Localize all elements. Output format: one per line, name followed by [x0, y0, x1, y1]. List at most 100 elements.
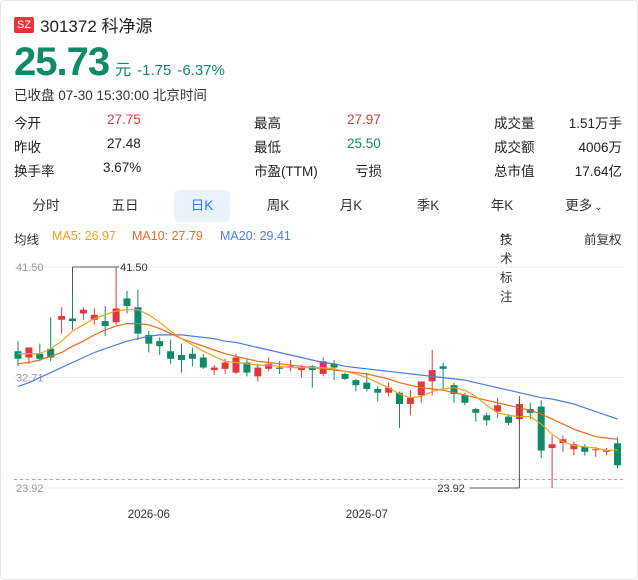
tab-monthly-k[interactable]: 月K: [339, 198, 363, 213]
candle-body: [406, 397, 414, 405]
stats-row: 换手率 3.67% 市盈(TTM) 亏损 总市值 17.64亿: [14, 160, 624, 184]
candle-body: [417, 381, 425, 396]
ma10-value: MA10: 27.79: [132, 229, 203, 243]
tab-five-day[interactable]: 五日: [111, 198, 139, 213]
candle-body: [297, 367, 305, 371]
candle-body: [526, 409, 534, 413]
stock-header: SZ 301372 科净源: [14, 12, 153, 37]
candle-body: [592, 449, 600, 451]
tab-quarterly-k[interactable]: 季K: [416, 198, 440, 213]
stat-value: 17.64亿: [574, 164, 622, 179]
candle-body: [483, 415, 491, 421]
candle-body: [178, 354, 185, 361]
stats-grid: 今开 27.75 最高 27.97 成交量 1.51万手 昨收 27.48 最低…: [14, 112, 624, 184]
candle-body: [603, 450, 611, 452]
ma5-value: MA5: 26.97: [52, 229, 116, 243]
candle-body: [363, 382, 371, 389]
candle-body: [330, 363, 338, 368]
ma20-value: MA20: 29.41: [220, 229, 291, 243]
candle-body: [352, 380, 360, 386]
stat-label: 最高: [254, 116, 281, 131]
candle-body: [450, 385, 458, 394]
tab-yearly-k[interactable]: 年K: [490, 198, 514, 213]
candle-body: [396, 392, 403, 405]
ma10-line: [17, 323, 618, 440]
candle-body: [243, 362, 251, 373]
stat-value: 4006万: [578, 140, 622, 155]
tab-daily-k[interactable]: 日K: [174, 190, 230, 222]
ma-title: 均线: [14, 233, 40, 247]
exchange-badge: SZ: [14, 16, 35, 33]
candle-body: [287, 366, 294, 368]
price-unit: 元: [115, 62, 132, 79]
price-row: 25.73 元 -1.75 -6.37%: [14, 40, 225, 85]
candle-body: [90, 314, 98, 320]
candle-body: [25, 347, 33, 358]
candle-body: [254, 367, 262, 377]
stat-label: 市盈(TTM): [254, 164, 318, 179]
candle-body: [232, 357, 240, 373]
stats-row: 昨收 27.48 最低 25.50 成交额 4006万: [14, 136, 624, 160]
stat-label: 昨收: [14, 140, 41, 155]
candle-body: [69, 318, 76, 322]
ma5-line: [18, 309, 618, 452]
tool-icon: ∾: [500, 230, 510, 242]
candle-body: [428, 370, 436, 382]
market-status: 已收盘 07-30 15:30:00 北京时间: [14, 88, 207, 103]
candle-body: [439, 366, 447, 369]
y-tick-label: 41.50: [16, 262, 44, 274]
tab-weekly-k[interactable]: 周K: [266, 198, 290, 213]
tab-more[interactable]: 更多 ⌄: [554, 190, 614, 222]
x-tick-label: 2026-06: [128, 509, 170, 521]
tab-more-label: 更多: [565, 198, 593, 213]
stat-label: 成交量: [494, 116, 535, 131]
candle-body: [374, 388, 382, 393]
stat-label: 今开: [14, 116, 41, 131]
current-price: 25.73: [14, 40, 110, 84]
y-tick-label: 32.71: [16, 373, 44, 385]
candle-body: [199, 357, 207, 368]
stat-value: 25.50: [347, 136, 381, 151]
candle-body: [188, 353, 196, 359]
annotation-label: 23.92: [437, 483, 465, 495]
stat-value: 27.75: [107, 112, 141, 127]
stats-row: 今开 27.75 最高 27.97 成交量 1.51万手: [14, 112, 624, 136]
candle-body: [472, 409, 480, 413]
candle-body: [537, 406, 545, 451]
stat-value: 1.51万手: [568, 116, 622, 131]
stat-label: 换手率: [14, 164, 55, 179]
candle-body: [210, 367, 218, 371]
annotation-label: 41.50: [120, 262, 148, 274]
tech-annotation-label: 技术标注: [500, 233, 513, 304]
candle-body: [156, 341, 164, 347]
candle-body: [14, 351, 22, 359]
price-change: -1.75: [137, 62, 172, 79]
chevron-down-icon: ⌄: [594, 202, 603, 213]
candle-body: [548, 444, 556, 449]
price-change-pct: -6.37%: [177, 62, 225, 79]
tab-intraday[interactable]: 分时: [32, 198, 60, 213]
candle-body: [581, 446, 589, 452]
candle-body: [101, 321, 109, 327]
y-tick-label: 23.92: [16, 483, 44, 495]
stat-label: 最低: [254, 140, 281, 155]
candle-body: [505, 416, 512, 423]
adjust-toggle[interactable]: 前复权: [584, 233, 622, 247]
kline-chart: 41.50 32.71 23.92 41.50 23.92 2026-06 2026-07: [14, 262, 624, 521]
candle-body: [265, 363, 273, 369]
candle-body: [385, 387, 393, 393]
candle-body: [221, 362, 229, 369]
candle-body: [36, 353, 44, 359]
candle-body: [614, 443, 621, 466]
stat-label: 成交额: [494, 140, 535, 155]
candle-body: [461, 395, 469, 403]
period-tabs: 分时 五日 日K 周K 月K 季K 年K 更多 ⌄: [14, 190, 624, 222]
candle-body: [494, 405, 502, 412]
stat-value: 亏损: [355, 164, 382, 179]
candle-body: [79, 309, 87, 314]
stock-title[interactable]: 301372 科净源: [40, 17, 153, 36]
ma20-line: [17, 334, 618, 420]
x-tick-label: 2026-07: [346, 509, 388, 521]
candle-body: [112, 308, 120, 323]
candle-body: [341, 373, 349, 379]
